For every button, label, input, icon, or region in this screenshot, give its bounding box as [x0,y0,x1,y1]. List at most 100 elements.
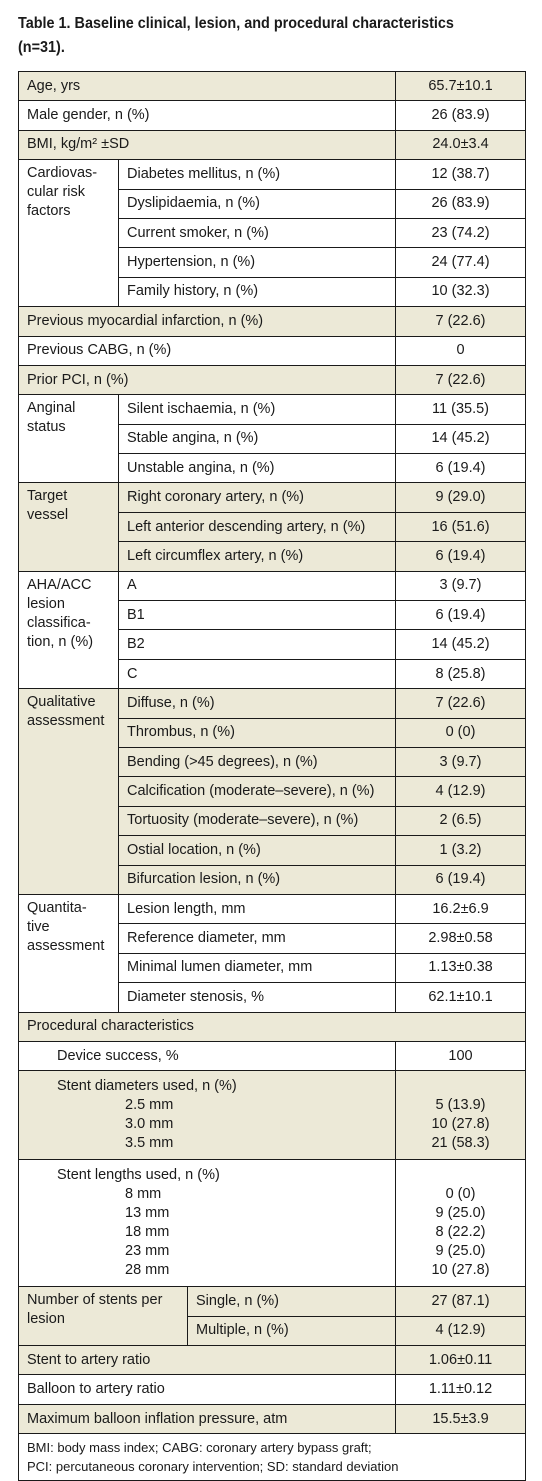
table-row: Number of stents per lesion Single, n (%)… [18,1286,527,1347]
row-value: 1 (3.2) [395,835,527,866]
row-value: 7 (22.6) [395,364,527,396]
list-spacer [404,1077,517,1096]
list-value-cell: 0 (0) 9 (25.0) 8 (22.2) 9 (25.0) 10 (27.8) [395,1159,527,1288]
table-row: BMI, kg/m² ±SD 24.0±3.4 [17,129,527,161]
row-label: Previous CABG, n (%) [17,335,397,366]
group-label: Number of stents per lesion [18,1286,188,1347]
row-value: 23 (74.2) [395,217,527,249]
row-value: 1.06±0.11 [395,1345,527,1376]
row-label: Lesion length, mm [117,893,397,925]
row-value: 27 (87.1) [395,1286,527,1317]
table-row: Thrombus, n (%) 0 (0) [18,717,527,748]
list-item-label: 13 mm [125,1205,170,1222]
row-value: 3 (9.7) [395,570,527,602]
row-value: 100 [395,1040,527,1072]
row-label: Male gender, n (%) [17,100,397,131]
row-label: Diameter stenosis, % [117,982,397,1013]
table-row: Prior PCI, n (%) 7 (22.6) [17,364,527,396]
row-label: Device success, % [17,1040,397,1072]
table-row: Hypertension, n (%) 24 (77.4) [18,247,527,278]
row-label: Hypertension, n (%) [117,247,397,278]
row-label: Previous myocardial infarction, n (%) [17,306,397,337]
row-value: 2.98±0.58 [395,923,527,954]
row-label: Single, n (%) [186,1286,397,1317]
row-value: 7 (22.6) [395,306,527,337]
table-caption: Table 1. Baseline clinical, lesion, and … [18,15,454,56]
list-item-value: 8 (22.2) [435,1224,486,1241]
row-value: 9 (29.0) [395,482,527,513]
table-row: Age, yrs 65.7±10.1 [17,70,527,102]
list-item-value: 10 (27.8) [431,1116,490,1133]
table-row: Quantita- tive assessment Lesion length, … [18,893,527,1013]
table-row: Stent to artery ratio 1.06±0.11 [17,1345,527,1376]
row-label: Reference diameter, mm [117,923,397,954]
table-row: Anginal status Silent ischaemia, n (%) 11 … [18,394,527,484]
group-label: Qualitative assessment [18,688,119,895]
table-row: Stent diameters used, n (%) 2.5 mm 3.0 mm 3… [17,1070,527,1161]
row-value: 24.0±3.4 [395,129,527,161]
list-label-cell: Stent diameters used, n (%) 2.5 mm 3.0 mm 3… [17,1070,397,1161]
row-label: Left circumflex artery, n (%) [117,541,397,572]
row-value: 26 (83.9) [395,188,527,219]
row-label: Dyslipidaemia, n (%) [117,188,397,219]
row-value: 3 (9.7) [395,746,527,778]
table-row: Ostial location, n (%) 1 (3.2) [18,835,527,866]
row-value: 0 (0) [395,717,527,748]
row-value: 8 (25.8) [395,658,527,690]
row-label: BMI, kg/m² ±SD [17,129,397,161]
row-label: Balloon to artery ratio [17,1374,397,1405]
row-value: 26 (83.9) [395,100,527,131]
table-row: Previous CABG, n (%) 0 [17,335,527,366]
row-label: Multiple, n (%) [186,1315,397,1347]
row-value: 15.5±3.9 [395,1403,527,1435]
list-spacer [404,1166,517,1185]
table-row: Previous myocardial infarction, n (%) 7 (… [17,306,527,337]
row-label: Diabetes mellitus, n (%) [117,159,397,190]
table-row: Qualitative assessment Diffuse, n (%) 7 (2… [18,688,527,895]
row-value: 6 (19.4) [395,864,527,895]
row-value: 14 (45.2) [395,423,527,455]
row-label: Left anterior descending artery, n (%) [117,511,397,543]
row-value: 62.1±10.1 [395,982,527,1013]
list-item-value: 21 (58.3) [431,1135,490,1152]
row-value: 0 [395,335,527,366]
table-row: Device success, % 100 [17,1040,527,1072]
row-value: 2 (6.5) [395,805,527,837]
row-label: Tortuosity (moderate–severe), n (%) [117,805,397,837]
table-row: Dyslipidaemia, n (%) 26 (83.9) [18,188,527,219]
procedural-header: Procedural characteristics [17,1011,527,1042]
row-label: Age, yrs [17,70,397,102]
list-item-value: 0 (0) [445,1186,476,1203]
table-row: Maximum balloon inflation pressure, atm 1… [17,1403,527,1435]
list-item-value: 9 (25.0) [435,1243,486,1260]
table-row: Stent lengths used, n (%) 8 mm 13 mm 18 mm 2… [17,1159,527,1288]
list-item-label: 3.5 mm [125,1135,174,1152]
row-value: 12 (38.7) [395,159,527,190]
list-item-label: 3.0 mm [125,1116,174,1133]
row-label: Calcification (moderate–severe), n (%) [117,776,397,807]
row-label: Thrombus, n (%) [117,717,397,748]
row-label: B2 [117,629,397,660]
row-label: Prior PCI, n (%) [17,364,397,396]
list-item-value: 5 (13.9) [435,1097,486,1114]
row-value: 16.2±6.9 [395,893,527,925]
row-label: Family history, n (%) [117,276,397,308]
row-label: Maximum balloon inflation pressure, atm [17,1403,397,1435]
row-label: A [117,570,397,602]
row-value: 1.13±0.38 [395,952,527,984]
row-label: Current smoker, n (%) [117,217,397,249]
row-value: 7 (22.6) [395,688,527,719]
row-value: 11 (35.5) [395,394,527,425]
table-row: Cardiovas- cular risk factors Diabetes me… [18,159,527,308]
footnote-row: BMI: body mass index; CABG: coronary art… [17,1433,527,1481]
list-item-label: 8 mm [125,1186,162,1203]
list-item-label: 18 mm [125,1224,170,1241]
row-label: Stable angina, n (%) [117,423,397,455]
list-title: Stent diameters used, n (%) [57,1078,237,1095]
group-label: AHA/ACC lesion classifica- tion, n (%) [18,570,119,690]
row-label: Silent ischaemia, n (%) [117,394,397,425]
list-item-label: 28 mm [125,1262,170,1279]
row-value: 24 (77.4) [395,247,527,278]
list-item-value: 9 (25.0) [435,1205,486,1222]
list-item-value: 10 (27.8) [431,1262,490,1279]
